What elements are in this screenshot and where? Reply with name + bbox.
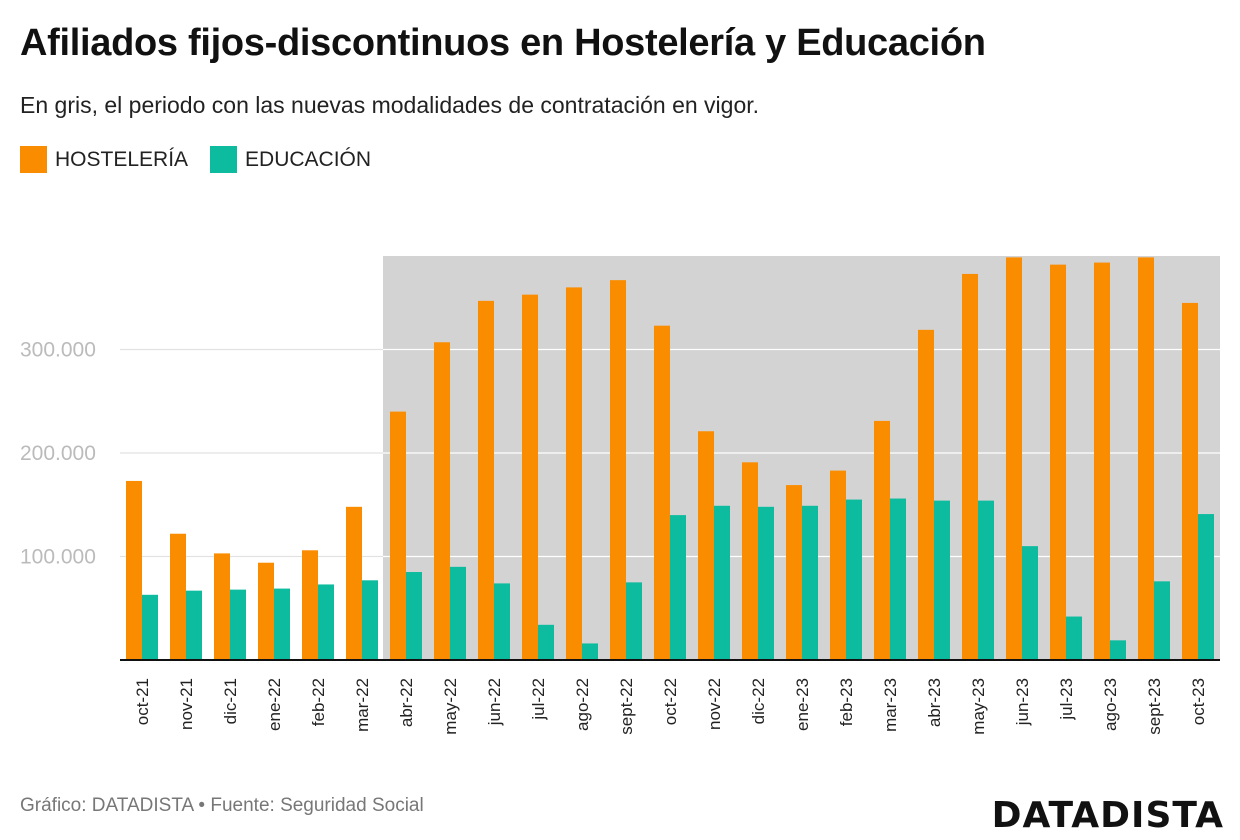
x-tick-label: mar-23 <box>881 678 900 732</box>
legend: HOSTELERÍA EDUCACIÓN <box>20 146 393 173</box>
bar-hosteleria-jun-23 <box>1006 257 1022 660</box>
x-tick-label: nov-21 <box>177 678 196 730</box>
x-tick-label: jul-23 <box>1057 678 1076 721</box>
legend-swatch-educacion <box>210 146 238 173</box>
bar-educacion-dic-21 <box>230 589 246 660</box>
x-tick-label: nov-22 <box>705 678 724 730</box>
bar-hosteleria-ago-22 <box>566 287 582 660</box>
bar-educacion-ago-22 <box>582 643 598 660</box>
bar-educacion-dic-22 <box>758 506 774 660</box>
bar-hosteleria-oct-22 <box>654 325 670 660</box>
bar-educacion-oct-23 <box>1198 514 1214 660</box>
bar-hosteleria-jul-23 <box>1050 264 1066 660</box>
legend-swatch-hosteleria <box>20 146 47 173</box>
x-tick-label: jun-23 <box>1013 678 1032 726</box>
bar-hosteleria-abr-22 <box>390 411 406 660</box>
bar-hosteleria-oct-21 <box>126 480 142 660</box>
x-tick-label: oct-22 <box>661 678 680 725</box>
bar-hosteleria-feb-23 <box>830 470 846 660</box>
y-tick-label: 300.000 <box>20 339 96 362</box>
x-tick-label: oct-23 <box>1189 678 1208 725</box>
bar-educacion-abr-23 <box>934 500 950 660</box>
x-tick-label: ene-23 <box>793 678 812 731</box>
y-tick-label: 100.000 <box>20 546 96 569</box>
legend-label-educacion: EDUCACIÓN <box>245 147 372 171</box>
bar-chart: 100.000 200.000 300.000 oct-21 nov-21 dic-21 e… <box>20 256 1220 735</box>
bar-educacion-jul-23 <box>1066 616 1082 660</box>
bar-hosteleria-feb-22 <box>302 550 318 660</box>
x-tick-label: feb-22 <box>309 678 328 726</box>
bar-hosteleria-abr-23 <box>918 329 934 660</box>
x-tick-label: feb-23 <box>837 678 856 726</box>
chart-title: Afiliados fijos-discontinuos en Hosteler… <box>20 22 986 64</box>
bar-hosteleria-dic-21 <box>214 553 230 660</box>
x-tick-label: oct-21 <box>133 678 152 725</box>
bar-educacion-jun-23 <box>1022 546 1038 660</box>
bar-educacion-oct-22 <box>670 515 686 660</box>
y-tick-label: 200.000 <box>20 442 96 465</box>
bar-hosteleria-nov-21 <box>170 533 186 660</box>
bar-educacion-ago-23 <box>1110 640 1126 660</box>
bar-educacion-jul-22 <box>538 624 554 660</box>
x-tick-label: may-22 <box>441 678 460 735</box>
legend-label-hosteleria: HOSTELERÍA <box>55 147 189 171</box>
x-tick-label: dic-22 <box>749 678 768 724</box>
bar-hosteleria-sept-23 <box>1138 257 1154 660</box>
bar-educacion-ene-23 <box>802 505 818 660</box>
bar-hosteleria-nov-22 <box>698 431 714 660</box>
datadista-logo: DATADISTA <box>991 795 1224 836</box>
x-tick-label: ago-22 <box>573 678 592 731</box>
x-tick-label: jul-22 <box>529 678 548 721</box>
bar-hosteleria-jul-22 <box>522 294 538 660</box>
bar-educacion-mar-22 <box>362 580 378 660</box>
bar-educacion-feb-23 <box>846 499 862 660</box>
bar-educacion-nov-22 <box>714 505 730 660</box>
x-tick-label: mar-22 <box>353 678 372 732</box>
bar-educacion-mar-23 <box>890 498 906 660</box>
source-credit: Gráfico: DATADISTA • Fuente: Seguridad S… <box>20 795 424 816</box>
bar-hosteleria-may-22 <box>434 342 450 660</box>
bar-hosteleria-mar-23 <box>874 420 890 660</box>
bar-educacion-may-23 <box>978 500 994 660</box>
bar-educacion-nov-21 <box>186 590 202 660</box>
bar-educacion-jun-22 <box>494 583 510 660</box>
x-tick-label: dic-21 <box>221 678 240 724</box>
bar-hosteleria-ene-23 <box>786 485 802 660</box>
bar-hosteleria-jun-22 <box>478 300 494 660</box>
bar-hosteleria-may-23 <box>962 273 978 660</box>
legend-item-hosteleria: HOSTELERÍA <box>20 146 188 173</box>
bar-educacion-feb-22 <box>318 584 334 660</box>
bar-educacion-oct-21 <box>142 594 158 660</box>
bar-educacion-ene-22 <box>274 588 290 660</box>
x-tick-label: may-23 <box>969 678 988 735</box>
bar-educacion-sept-23 <box>1154 581 1170 660</box>
x-tick-label: ago-23 <box>1101 678 1120 731</box>
bar-hosteleria-dic-22 <box>742 462 758 660</box>
bar-hosteleria-ene-22 <box>258 562 274 660</box>
x-tick-label: abr-23 <box>925 678 944 727</box>
x-tick-label: sept-22 <box>617 678 636 735</box>
bar-hosteleria-sept-22 <box>610 280 626 660</box>
bar-educacion-abr-22 <box>406 572 422 660</box>
bar-hosteleria-mar-22 <box>346 506 362 660</box>
x-tick-label: sept-23 <box>1145 678 1164 735</box>
bar-hosteleria-oct-23 <box>1182 302 1198 660</box>
bar-hosteleria-ago-23 <box>1094 262 1110 660</box>
x-tick-label: jun-22 <box>485 678 504 726</box>
x-tick-label: abr-22 <box>397 678 416 727</box>
legend-item-educacion: EDUCACIÓN <box>210 146 371 173</box>
x-tick-label: ene-22 <box>265 678 284 731</box>
chart-subtitle: En gris, el periodo con las nuevas modal… <box>20 92 760 118</box>
bar-educacion-may-22 <box>450 566 466 660</box>
bar-educacion-sept-22 <box>626 582 642 660</box>
